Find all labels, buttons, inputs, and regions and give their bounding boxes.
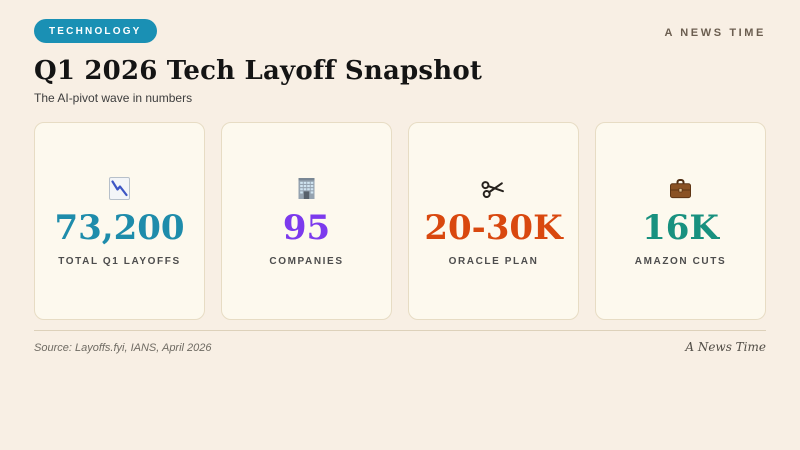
brand-header: A NEWS TIME bbox=[664, 27, 766, 39]
office-building-icon bbox=[293, 175, 320, 202]
stat-label: ORACLE PLAN bbox=[448, 256, 539, 268]
stat-card-oracle-plan: 20-30K ORACLE PLAN bbox=[408, 122, 579, 320]
scissors-icon bbox=[480, 175, 507, 202]
page-subtitle: The AI-pivot wave in numbers bbox=[34, 91, 193, 105]
page-title: Q1 2026 Tech Layoff Snapshot bbox=[34, 56, 483, 86]
infographic-page: TECHNOLOGY A NEWS TIME Q1 2026 Tech Layo… bbox=[34, 0, 766, 354]
stat-label: AMAZON CUTS bbox=[634, 256, 727, 268]
stat-cards-row: 73,200 TOTAL Q1 LAYOFFS 95 bbox=[34, 122, 766, 320]
stat-value: 95 bbox=[282, 207, 331, 248]
chart-decreasing-icon bbox=[106, 175, 133, 202]
stat-card-companies: 95 COMPANIES bbox=[221, 122, 392, 320]
stat-value: 73,200 bbox=[54, 207, 185, 248]
stat-card-total-layoffs: 73,200 TOTAL Q1 LAYOFFS bbox=[34, 122, 205, 320]
stat-card-amazon-cuts: 16K AMAZON CUTS bbox=[595, 122, 766, 320]
stat-label: COMPANIES bbox=[269, 256, 344, 268]
source-attribution: Source: Layoffs.fyi, IANS, April 2026 bbox=[34, 342, 212, 354]
stat-label: TOTAL Q1 LAYOFFS bbox=[58, 256, 181, 268]
stat-value: 20-30K bbox=[424, 207, 563, 248]
brand-footer: A News Time bbox=[685, 340, 766, 354]
stat-value: 16K bbox=[642, 207, 719, 248]
header: TECHNOLOGY A NEWS TIME Q1 2026 Tech Layo… bbox=[34, 0, 766, 105]
briefcase-icon bbox=[667, 175, 694, 202]
category-badge[interactable]: TECHNOLOGY bbox=[34, 19, 157, 43]
footer: Source: Layoffs.fyi, IANS, April 2026 A … bbox=[34, 330, 766, 354]
